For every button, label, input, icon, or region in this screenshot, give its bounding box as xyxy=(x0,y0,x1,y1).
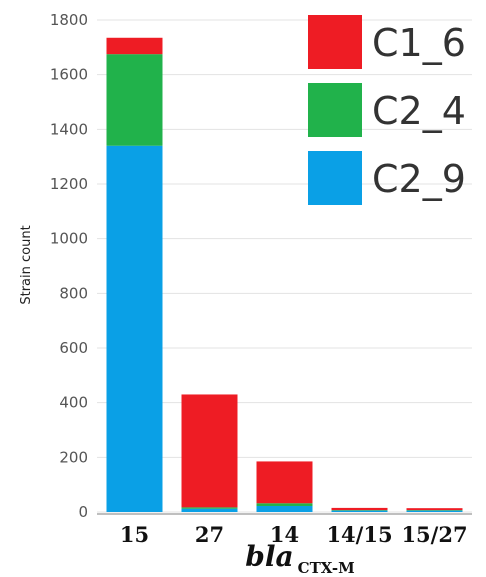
bar-segment xyxy=(331,510,388,511)
bar-segment xyxy=(106,145,163,512)
legend-label: C2_9 xyxy=(372,157,466,201)
y-tick-label: 400 xyxy=(59,394,88,412)
bar-segment xyxy=(106,54,163,146)
x-axis-label: bla CTX-M xyxy=(245,540,354,577)
y-tick-label: 1600 xyxy=(50,66,88,84)
x-tick-label: 14 xyxy=(270,522,299,547)
y-tick-label: 1400 xyxy=(50,120,88,138)
bar-segment xyxy=(406,508,463,511)
x-tick-labels: 15 27 14 14/15 15/27 xyxy=(120,522,468,547)
bar-segment xyxy=(181,394,238,508)
x-axis-label-subscript: CTX-M xyxy=(298,559,355,577)
y-tick-label: 0 xyxy=(78,503,88,521)
bar-segment xyxy=(181,507,238,509)
legend-swatch xyxy=(308,151,362,205)
bar-segment xyxy=(106,37,163,55)
legend-swatch xyxy=(308,15,362,69)
bar-segment xyxy=(331,507,388,511)
bar-segment xyxy=(406,510,463,511)
legend-swatch xyxy=(308,83,362,137)
y-tick-labels: 0 200 400 600 800 1000 1200 1400 1600 1800 xyxy=(50,11,88,521)
y-tick-label: 1000 xyxy=(50,230,88,248)
x-tick-label: 15/27 xyxy=(401,522,467,547)
legend-label: C2_4 xyxy=(372,89,466,133)
y-tick-label: 200 xyxy=(59,448,88,466)
bar-segment xyxy=(256,461,313,504)
y-tick-label: 800 xyxy=(59,284,88,302)
y-tick-label: 1200 xyxy=(50,175,88,193)
y-axis-label: Strain count xyxy=(19,225,34,304)
x-tick-label: 14/15 xyxy=(326,522,392,547)
x-tick-label: 27 xyxy=(195,522,224,547)
legend-label: C1_6 xyxy=(372,21,466,65)
bars xyxy=(106,37,463,512)
bar-segment xyxy=(331,510,388,512)
y-tick-label: 1800 xyxy=(50,11,88,29)
bar-segment xyxy=(256,503,313,506)
bar-segment xyxy=(406,510,463,512)
legend: C1_6 C2_4 C2_9 xyxy=(308,15,466,205)
y-tick-label: 600 xyxy=(59,339,88,357)
x-tick-label: 15 xyxy=(120,522,149,547)
bar-segment xyxy=(181,508,238,512)
x-axis-label-main: bla xyxy=(245,540,293,573)
bar-segment xyxy=(256,505,313,512)
